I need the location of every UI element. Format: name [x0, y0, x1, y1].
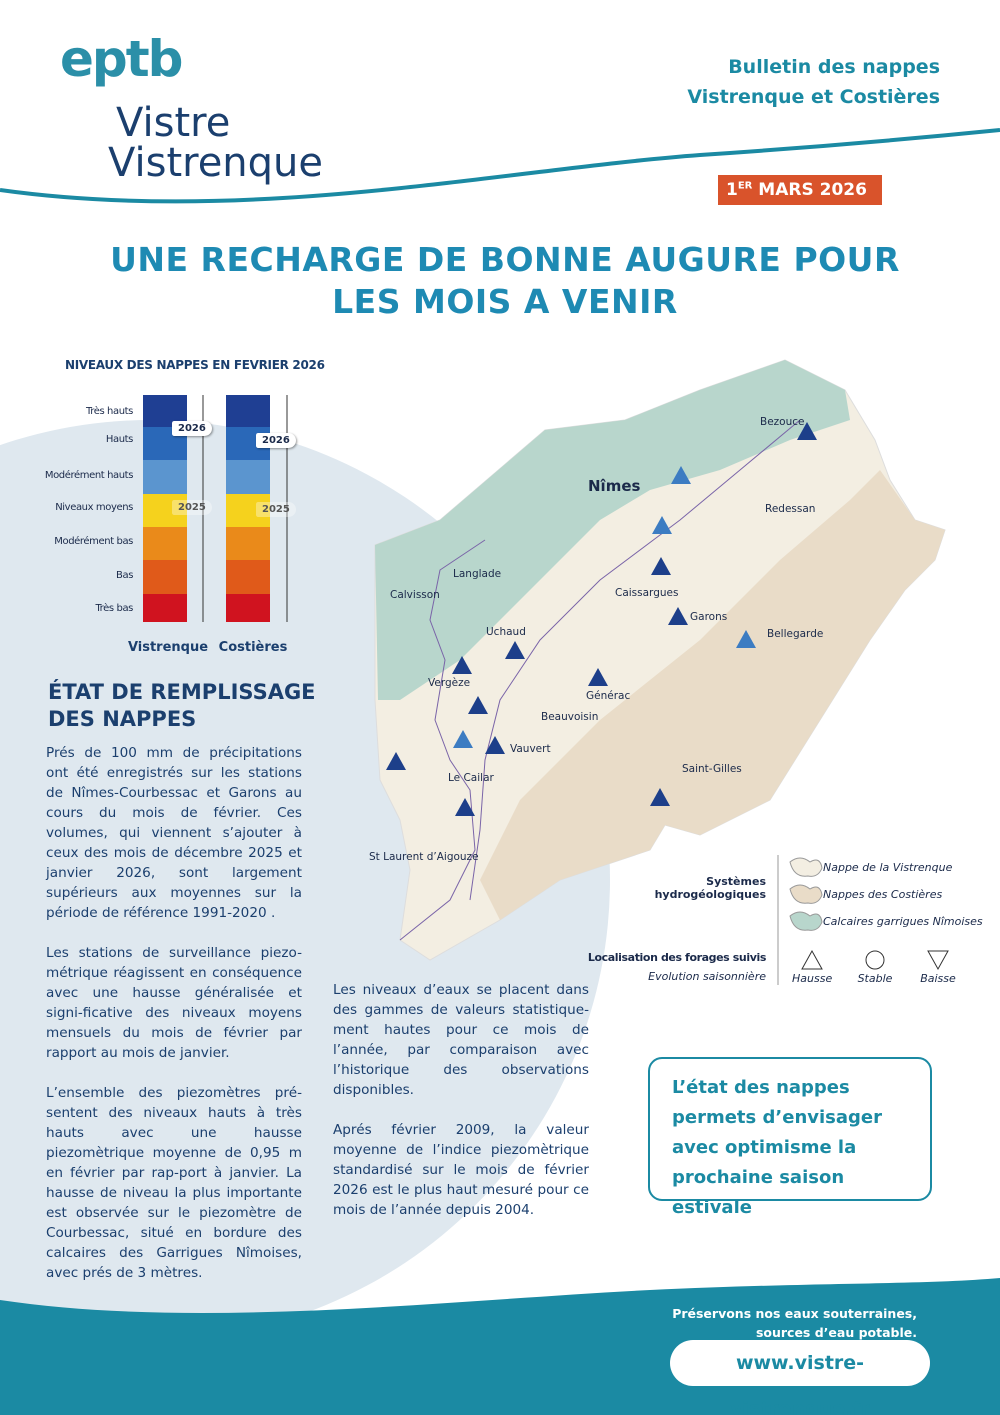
place-label: Bezouce: [760, 416, 805, 428]
map-costieres: [480, 470, 945, 920]
header-title: Bulletin des nappes: [728, 56, 940, 78]
place-label: Redessan: [765, 503, 816, 515]
place-label: Uchaud: [486, 626, 526, 638]
gauge-band: [226, 395, 270, 427]
place-label: Saint-Gilles: [682, 763, 742, 775]
footer-text: sources d’eau potable.: [755, 1325, 917, 1340]
place-label: Beauvoisin: [541, 711, 599, 723]
paragraph: L’ensemble des piezomètres pré-sentent d…: [46, 1085, 302, 1281]
legend-subtitle: Evolution saisonnière: [648, 970, 766, 983]
section-title: ÉTAT DE REMPLISSAGE: [48, 680, 316, 704]
paragraph: Aprés février 2009, la valeur moyenne de…: [333, 1122, 589, 1218]
gauge-band: [226, 594, 270, 622]
headline: LES MOIS A VENIR: [332, 282, 678, 321]
scale-label: Niveaux moyens: [55, 502, 133, 513]
callout: L’état des nappes permets d’envisager av…: [648, 1057, 932, 1218]
place-label: Générac: [586, 690, 631, 702]
gauge-band: [143, 527, 187, 560]
wells: [386, 422, 817, 816]
legend-title: Localisation des forages suivis: [587, 951, 767, 964]
gauge-band: [226, 494, 270, 527]
left-column: Prés de 100 mm de précipitations ont été…: [46, 743, 302, 1303]
place-label: Le Cailar: [448, 772, 494, 784]
logo-line2: Vistrenque: [108, 140, 323, 186]
river: [399, 539, 486, 941]
logo-mark: eptb: [60, 30, 183, 88]
scale-label: Modérément hauts: [44, 470, 134, 481]
place-label: Vauvert: [510, 743, 551, 755]
marker-current: 2026: [172, 421, 212, 436]
trend: Baisse: [920, 972, 956, 985]
website-link[interactable]: www.vistre-vistrenque.fr: [670, 1340, 930, 1415]
river: [469, 419, 801, 901]
place-label: Langlade: [453, 568, 502, 580]
gauge-band: [226, 460, 270, 494]
gauge-band: [143, 560, 187, 594]
column-name: Vistrenque: [127, 640, 209, 655]
column-name: Costières: [218, 640, 288, 655]
scale-label: Très bas: [95, 603, 133, 614]
map: [374, 359, 949, 985]
date: 1ER MARS 2026: [726, 180, 867, 200]
place-label: St Laurent d’Aigouze: [369, 851, 479, 863]
paragraph: Les stations de surveillance piezo-métri…: [46, 945, 302, 1061]
header-title: Vistrenque et Costières: [687, 86, 940, 108]
section-title: DES NAPPES: [48, 707, 197, 731]
levels-title: NIVEAUX DES NAPPES EN FEVRIER 2026: [65, 358, 325, 372]
place-label: Garons: [690, 611, 728, 623]
legend-item: Calcaires garrigues Nîmoises: [823, 915, 983, 928]
place-label: Vergèze: [428, 677, 471, 689]
gauge-band: [226, 527, 270, 560]
scale-label: Très hauts: [85, 406, 133, 417]
logo-line1: Vistre: [116, 100, 231, 146]
scale-label: Modérément bas: [54, 536, 133, 547]
date-rest: MARS 2026: [758, 180, 867, 200]
paragraph: Prés de 100 mm de précipitations ont été…: [46, 745, 302, 921]
marker-previous: 2025: [172, 500, 212, 515]
footer-text: Préservons nos eaux souterraines,: [672, 1306, 917, 1321]
legend-item: Nappes des Costières: [823, 888, 943, 901]
trend: Stable: [857, 972, 893, 985]
date-day: 1: [726, 180, 738, 200]
headline: UNE RECHARGE DE BONNE AUGURE POUR: [110, 240, 900, 279]
paragraph: Les niveaux d’eaux se placent dans des g…: [333, 982, 589, 1098]
date-sup: ER: [737, 180, 753, 192]
gauge-band: [143, 594, 187, 622]
trend: Hausse: [792, 972, 833, 985]
marker-current: 2026: [256, 433, 296, 448]
gauges: [143, 395, 288, 622]
map-garrigues: [375, 360, 850, 700]
gauge-band: [143, 460, 187, 494]
middle-column: Les niveaux d’eaux se placent dans des g…: [333, 980, 589, 1240]
legend-item: Nappe de la Vistrenque: [823, 861, 953, 874]
place-label: Caissargues: [615, 587, 679, 599]
date-badge: [718, 175, 882, 205]
header-wave: [0, 128, 1000, 204]
place-label: Bellegarde: [767, 628, 824, 640]
marker-previous: 2025: [256, 502, 296, 517]
legend-title: Systèmes hydrogéologiques: [654, 875, 766, 901]
wells-light: [453, 466, 756, 748]
scale-label: Bas: [116, 570, 133, 581]
scale-label: Hauts: [105, 434, 134, 445]
gauge-band: [226, 560, 270, 594]
place-label: Nîmes: [588, 477, 641, 495]
place-label: Calvisson: [390, 589, 440, 601]
gauge-band: [143, 494, 187, 527]
